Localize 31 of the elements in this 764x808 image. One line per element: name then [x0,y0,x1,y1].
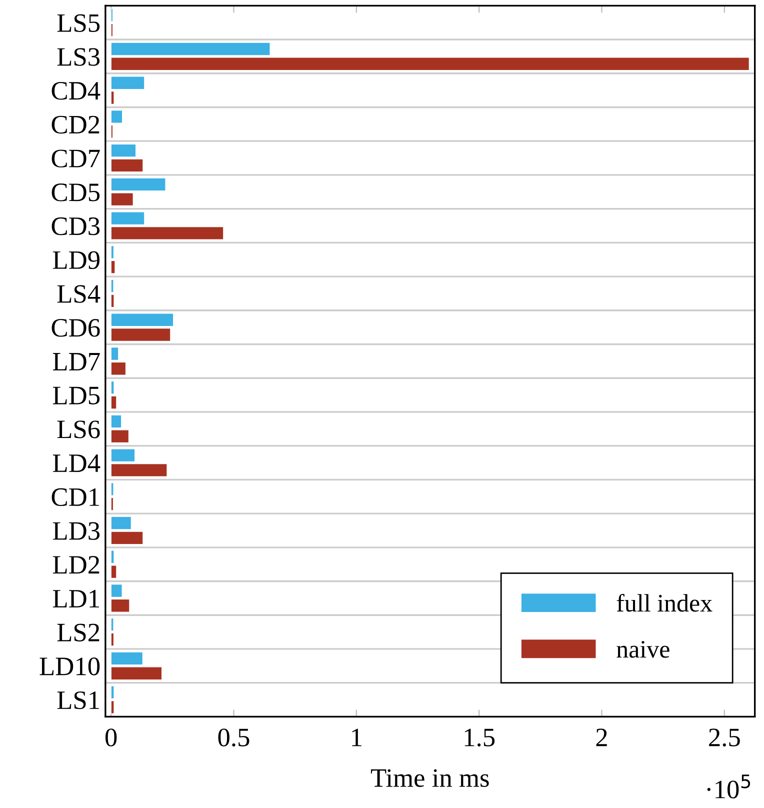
y-tick-label: CD1 [52,488,99,506]
y-tick-label: LD7 [52,353,100,370]
y-tick-label: CD2 [52,116,100,134]
x-tick-label: 2 [596,728,607,746]
y-tick-label: LS2 [57,624,100,642]
y-tick-label: LD4 [52,454,100,472]
y-tick-label: LD5 [52,386,100,404]
y-tick-label: LS6 [57,420,100,438]
y-tick-label: LD2 [52,556,100,574]
y-tick-label: CD5 [52,184,100,202]
y-tick-label: LD1 [52,590,99,608]
y-tick-label: LS5 [57,14,100,32]
y-tick-label: CD3 [52,217,100,236]
y-tick-label: CD4 [52,82,100,100]
y-tick-label: CD7 [52,150,100,168]
legend-label: full index [616,594,712,612]
y-tick-label: LS3 [57,48,100,66]
text: ·10$^{5}$ [707,774,750,798]
y-tick-label: LD10 [40,658,100,676]
x-tick-label: 0.5 [218,728,250,746]
x-tick-label: 1.5 [464,728,495,746]
y-tick-label: LS1 [57,691,99,710]
x-tick-label: 0 [105,728,117,746]
y-tick-label: LS4 [57,285,100,303]
x-tick-label: 1 [352,728,362,746]
x-axis-title: Time in ms [370,769,489,787]
y-tick-label: LD3 [52,522,100,540]
y-tick-label: CD6 [52,319,100,337]
y-tick-label: LD9 [52,251,100,270]
legend-label: naive [616,640,670,658]
x-tick-label: 2.5 [709,728,740,746]
